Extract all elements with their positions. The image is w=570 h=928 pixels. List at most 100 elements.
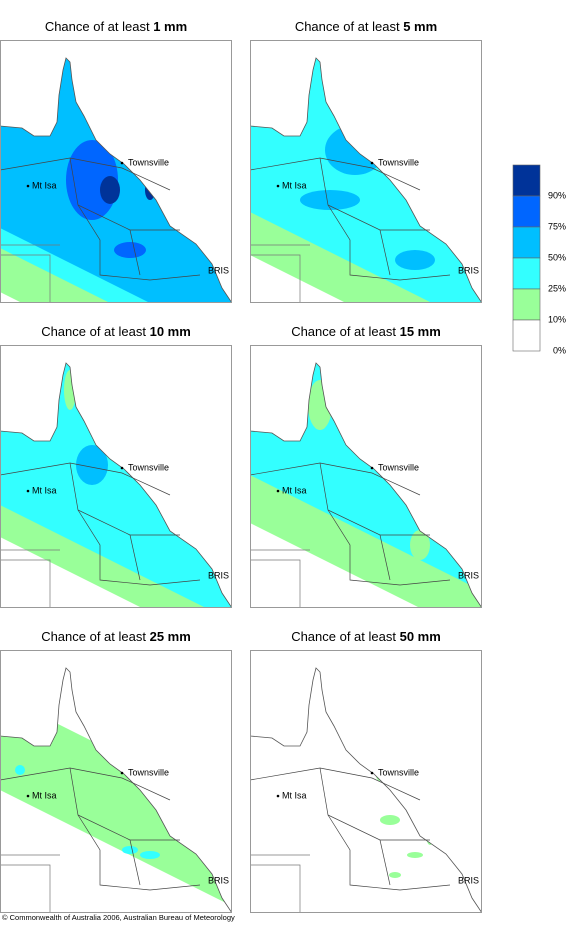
coastline [0,57,232,303]
border [0,767,171,801]
border [0,254,51,303]
panel-title: Chance of at least 5 mm [295,19,437,34]
place-label: BRIS [208,265,229,275]
place-label: BRIS [208,875,229,885]
coastline [0,362,232,608]
title-amount: 25 mm [150,629,191,644]
border [250,767,421,801]
place-label: Mt Isa [32,180,57,190]
panel-title: Chance of at least 1 mm [45,19,187,34]
legend-label: 25% [548,283,566,293]
panel-frame [250,40,482,303]
place-label: Mt Isa [282,790,307,800]
place-dot [26,184,30,188]
border [0,559,51,608]
title-text: Chance of at least [41,324,149,339]
border [69,462,180,536]
place-dot [26,489,30,493]
place-label: Townsville [378,767,419,777]
panel-frame [250,345,482,608]
copyright: © Commonwealth of Australia 2006, Austra… [2,913,235,922]
border [77,814,201,891]
land [250,668,482,913]
border [0,157,171,191]
legend-swatch [512,195,541,228]
place-label: BRIS [458,875,479,885]
rain-zones [0,668,232,913]
probability-patch [395,250,435,270]
place-label: BRIS [208,570,229,580]
place-dot [276,489,280,493]
title-amount: 50 mm [400,629,441,644]
probability-patch [114,242,146,258]
probability-patch [76,445,108,485]
place-label: Townsville [128,157,169,167]
title-text: Chance of at least [295,19,403,34]
map-panel: Townsville Mt Isa BRIS [250,40,482,303]
border [327,814,451,891]
title-text: Chance of at least [45,19,153,34]
border [129,534,141,581]
panel-title: Chance of at least 15 mm [291,324,441,339]
border [379,534,391,581]
probability-patch [140,851,160,859]
probability-patch [15,765,25,775]
border [250,157,421,191]
legend-swatch [512,288,541,321]
title-amount: 5 mm [403,19,437,34]
map-panel: Townsville Mt Isa BRIS [0,650,232,913]
place-dot [276,184,280,188]
coastline [250,667,482,913]
title-amount: 1 mm [153,19,187,34]
coastline [250,362,482,608]
legend-swatch [512,164,541,197]
border [69,157,180,231]
place-label: Townsville [378,462,419,472]
place-label: Townsville [378,157,419,167]
border [327,509,451,586]
place-dot [370,161,374,165]
probability-patch [300,190,360,210]
panel-frame [250,650,482,913]
title-amount: 15 mm [400,324,441,339]
map-panel: Townsville Mt Isa BRIS [0,345,232,608]
coastline [0,667,232,913]
border [319,157,430,231]
legend-label: 75% [548,221,566,231]
border [250,462,421,496]
panel-title: Chance of at least 50 mm [291,629,441,644]
panel-frame [0,345,232,608]
panel-frame [0,40,232,303]
place-dot [120,771,124,775]
border [319,462,430,536]
title-text: Chance of at least [41,629,149,644]
probability-patch [122,846,138,854]
place-dot [120,161,124,165]
place-dot [120,466,124,470]
map-panel: Townsville Mt Isa BRIS [250,650,482,913]
probability-zone [0,690,232,913]
border [250,254,301,303]
probability-patch [410,530,430,560]
title-amount: 10 mm [150,324,191,339]
probability-patch [100,176,120,204]
border [129,839,141,886]
map-panel: Townsville Mt Isa BRIS [0,40,232,303]
legend-label: 0% [553,345,566,355]
place-dot [276,794,280,798]
legend-swatch [512,319,541,352]
place-dot [26,794,30,798]
place-label: BRIS [458,265,479,275]
legend-label: 10% [548,314,566,324]
legend-swatch [512,226,541,259]
place-label: Mt Isa [32,485,57,495]
title-text: Chance of at least [291,324,399,339]
border [0,864,51,913]
panel-frame [0,650,232,913]
map-panel: Townsville Mt Isa BRIS [250,345,482,608]
place-label: Mt Isa [282,485,307,495]
panel-title: Chance of at least 25 mm [41,629,191,644]
legend-swatch [512,257,541,290]
